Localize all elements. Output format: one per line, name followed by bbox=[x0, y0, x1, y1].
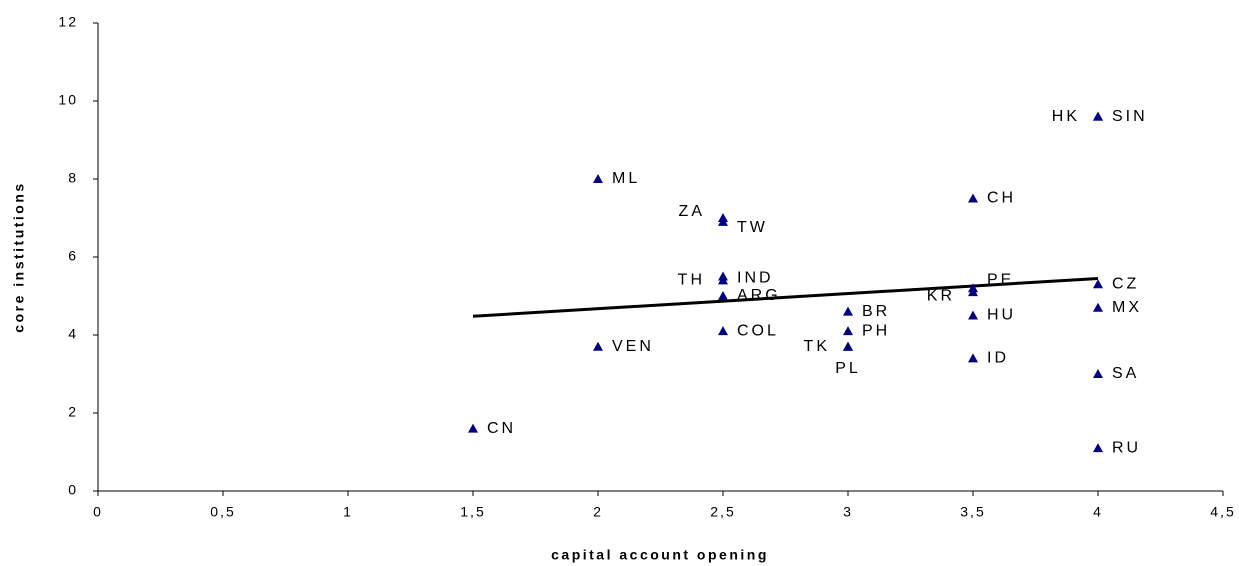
point-label: PH bbox=[862, 322, 890, 339]
point-label: ML bbox=[612, 170, 640, 187]
y-tick-label: 2 bbox=[68, 404, 78, 420]
point bbox=[968, 193, 978, 203]
point bbox=[1093, 369, 1103, 378]
point-label: MX bbox=[1112, 299, 1142, 316]
point-label: HU bbox=[987, 307, 1016, 324]
point bbox=[1093, 302, 1103, 312]
point-label: SIN bbox=[1112, 108, 1148, 125]
point-label: ARG bbox=[737, 287, 781, 304]
point-label: BR bbox=[862, 303, 890, 320]
x-tick-label: 2,5 bbox=[710, 504, 735, 520]
x-tick-label: 0 bbox=[93, 504, 103, 520]
point-label: ID bbox=[987, 350, 1009, 367]
point bbox=[843, 326, 853, 336]
point bbox=[593, 341, 603, 351]
point-label: TK bbox=[804, 338, 830, 355]
x-tick-label: 1 bbox=[343, 504, 353, 520]
point-label: IND bbox=[737, 270, 774, 287]
y-tick-label: 4 bbox=[68, 326, 78, 342]
point bbox=[968, 283, 978, 293]
point-label: KR bbox=[927, 287, 955, 304]
x-tick-label: 1,5 bbox=[460, 504, 485, 520]
point-label: PL bbox=[835, 360, 861, 377]
point bbox=[718, 275, 728, 285]
point bbox=[1093, 111, 1103, 121]
x-tick-label: 0,5 bbox=[210, 504, 235, 520]
point-label: HK bbox=[1052, 108, 1080, 125]
point-label: TH bbox=[678, 272, 705, 289]
point bbox=[718, 291, 728, 300]
point bbox=[1093, 443, 1103, 453]
y-tick-label: 0 bbox=[68, 482, 78, 498]
y-tick-label: 12 bbox=[58, 14, 78, 30]
point-label: SA bbox=[1112, 365, 1139, 382]
point bbox=[1093, 279, 1103, 289]
x-tick-label: 3 bbox=[843, 504, 853, 520]
point bbox=[718, 216, 728, 226]
point-label: VEN bbox=[612, 338, 654, 355]
point bbox=[593, 174, 603, 183]
point-label: CN bbox=[487, 420, 516, 437]
point-label: PE bbox=[987, 271, 1014, 288]
point bbox=[468, 423, 478, 433]
x-tick-label: 2 bbox=[593, 504, 603, 520]
point-label: COL bbox=[737, 322, 779, 339]
y-tick-label: 6 bbox=[68, 248, 78, 264]
trend-line bbox=[472, 276, 1099, 318]
point-label: RU bbox=[1112, 439, 1141, 456]
y-tick-label: 8 bbox=[68, 170, 78, 186]
y-axis-title: core institutions bbox=[11, 181, 27, 332]
point bbox=[843, 306, 853, 316]
y-tick-label: 10 bbox=[58, 92, 78, 108]
x-tick-label: 4,5 bbox=[1210, 504, 1235, 520]
x-tick-label: 3,5 bbox=[960, 504, 985, 520]
point-label: ZA bbox=[679, 203, 705, 220]
x-tick-label: 4 bbox=[1093, 504, 1103, 520]
point bbox=[718, 326, 728, 336]
x-axis-title: capital account opening bbox=[551, 547, 769, 563]
point bbox=[968, 310, 978, 320]
point bbox=[968, 353, 978, 363]
point-label: CZ bbox=[1112, 276, 1139, 293]
point-label: TW bbox=[737, 219, 768, 236]
point-label: CH bbox=[987, 190, 1016, 207]
point bbox=[843, 341, 853, 351]
